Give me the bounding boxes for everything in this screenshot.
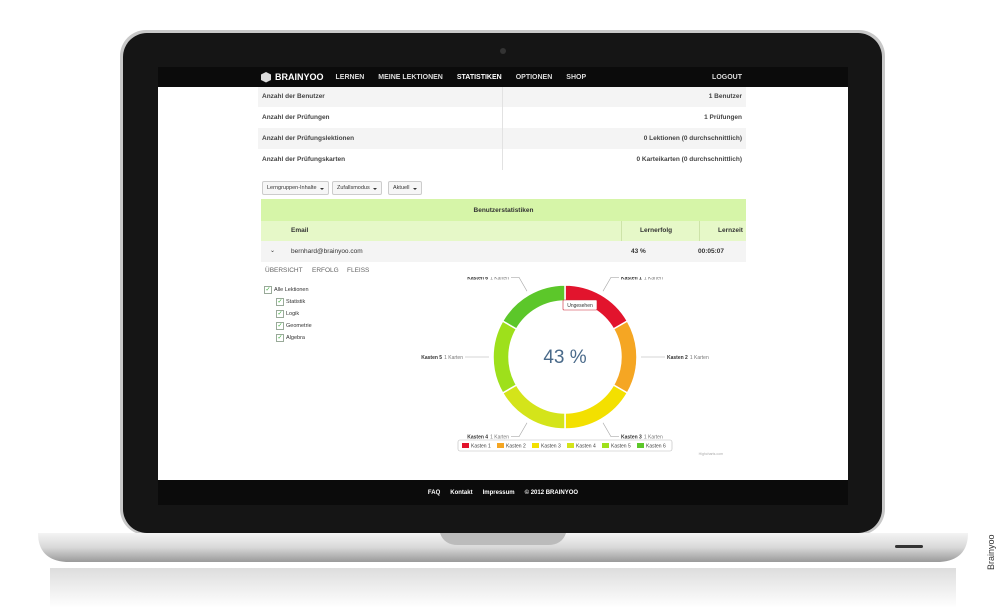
content: Anzahl der Benutzer 1 Benutzer Anzahl der … [158, 87, 848, 480]
summary-row: Anzahl der Prüfungen 1 Prüfungen [258, 107, 746, 128]
brand[interactable]: BRAINYOO [275, 72, 324, 82]
nav-item[interactable]: STATISTIKEN [456, 73, 502, 81]
filter-button[interactable]: Aktuell [388, 181, 422, 195]
nav-bar: BRAINYOO LERNEN MEINE LEKTIONEN STATISTIKE… [158, 67, 848, 87]
legend-swatch [602, 443, 609, 448]
footer-link[interactable]: Kontakt [450, 489, 473, 496]
logout[interactable]: LOGOUT [712, 73, 742, 81]
donut-segment [564, 383, 629, 430]
stats-row: ⌄ bernhard@brainyoo.com 43 % 00:05:07 [261, 241, 746, 262]
summary-row: Anzahl der Benutzer 1 Benutzer [258, 87, 746, 107]
legend-swatch [462, 443, 469, 448]
slice-name: Kasten 6 [467, 277, 488, 281]
nav-items: LERNEN MEINE LEKTIONEN STATISTIKEN OPTIONEN… [336, 74, 601, 81]
leader-line [602, 277, 619, 292]
footer-link: © 2012 BRAINYOO [524, 489, 579, 496]
legend-label: Kasten 3 [541, 444, 561, 450]
slice-name: Kasten 5 [421, 355, 442, 361]
nav-item[interactable]: OPTIONEN [515, 73, 553, 81]
column-header: Lernerfolg [621, 221, 672, 241]
leader-line [602, 422, 619, 437]
legend-label: Kasten 1 [471, 444, 491, 450]
credit: Highcharts.com [699, 452, 723, 456]
stats-header: Email Lernerfolg Lernzeit [261, 221, 746, 241]
column-header: Lernzeit [699, 221, 743, 241]
center-label: 43 % [543, 347, 586, 368]
legend-swatch [567, 443, 574, 448]
summary-value: 1 Prüfungen [704, 114, 742, 121]
slice-name: Kasten 4 [467, 435, 488, 441]
legend-box [457, 439, 673, 452]
legend-swatch [637, 443, 644, 448]
legend-label: Kasten 5 [611, 444, 631, 450]
stats-title: Benutzerstatistiken [261, 199, 746, 221]
summary-label: Anzahl der Benutzer [262, 87, 503, 107]
stats-cell: 43 % [631, 248, 646, 255]
stats-cell: 00:05:07 [698, 248, 725, 255]
summary-value: 1 Benutzer [708, 93, 742, 100]
footer: FAQ Kontakt Impressum © 2012 BRAINYOO [158, 480, 848, 505]
slice-value: 1 Karten [644, 277, 663, 281]
nav-item[interactable]: MEINE LEKTIONEN [378, 73, 443, 81]
legend-swatch [532, 443, 539, 448]
footer-link[interactable]: Impressum [482, 489, 515, 496]
summary-value: 0 Karteikarten (0 durchschnittlich) [636, 156, 742, 163]
nav-item[interactable]: LERNEN [335, 73, 365, 81]
leader-line [511, 422, 528, 437]
tree-item[interactable]: Logik [276, 310, 299, 318]
tooltip-box [562, 299, 598, 311]
slice-name: Kasten 3 [621, 435, 642, 441]
summary-label: Anzahl der Prüfungen [262, 107, 503, 128]
tree-item[interactable]: Algebra [276, 334, 305, 342]
slice-name: Kasten 2 [667, 355, 688, 361]
summary-row: Anzahl der Prüfungskarten 0 Karteikarten … [258, 149, 746, 170]
tree-root[interactable]: Alle Lektionen [264, 286, 309, 294]
tree-item[interactable]: Geometrie [276, 322, 312, 330]
donut-segment [501, 383, 566, 430]
slice-value: 1 Karten [490, 435, 509, 441]
nav-item[interactable]: SHOP [566, 73, 587, 81]
donut-segment [492, 319, 518, 395]
summary-label: Anzahl der Prüfungslektionen [262, 128, 503, 149]
donut-segment [501, 284, 566, 331]
tab[interactable]: FLEISS [347, 267, 370, 274]
legend-label: Kasten 2 [506, 444, 526, 450]
logo-icon [261, 72, 271, 83]
slice-name: Kasten 1 [621, 277, 642, 281]
slice-value: 1 Karten [690, 355, 709, 361]
column-header: Email [291, 227, 309, 234]
watermark: Brainyoo [986, 534, 996, 570]
stats-cell: bernhard@brainyoo.com [291, 248, 363, 255]
summary-value: 0 Lektionen (0 durchschnittlich) [643, 135, 742, 142]
slice-value: 1 Karten [444, 355, 463, 361]
donut-segment [612, 319, 638, 395]
slice-value: 1 Karten [490, 277, 509, 281]
leader-line [511, 277, 528, 292]
legend-swatch [497, 443, 504, 448]
expand-toggle[interactable]: ⌄ [270, 248, 276, 254]
tab[interactable]: ERFOLG [312, 267, 339, 274]
summary-row: Anzahl der Prüfungslektionen 0 Lektionen … [258, 128, 746, 149]
filter-button[interactable]: Lerngruppen-Inhalte [262, 181, 329, 195]
slice-value: 1 Karten [644, 435, 663, 441]
tooltip: Ungesehen [567, 303, 593, 309]
footer-link[interactable]: FAQ [427, 489, 441, 496]
summary-label: Anzahl der Prüfungskarten [262, 149, 503, 170]
filter-button[interactable]: Zufallsmodus [332, 181, 382, 195]
tab[interactable]: ÜBERSICHT [265, 267, 303, 274]
tree-item[interactable]: Statistik [276, 298, 305, 306]
legend-label: Kasten 4 [576, 444, 596, 450]
legend-label: Kasten 6 [646, 444, 666, 450]
